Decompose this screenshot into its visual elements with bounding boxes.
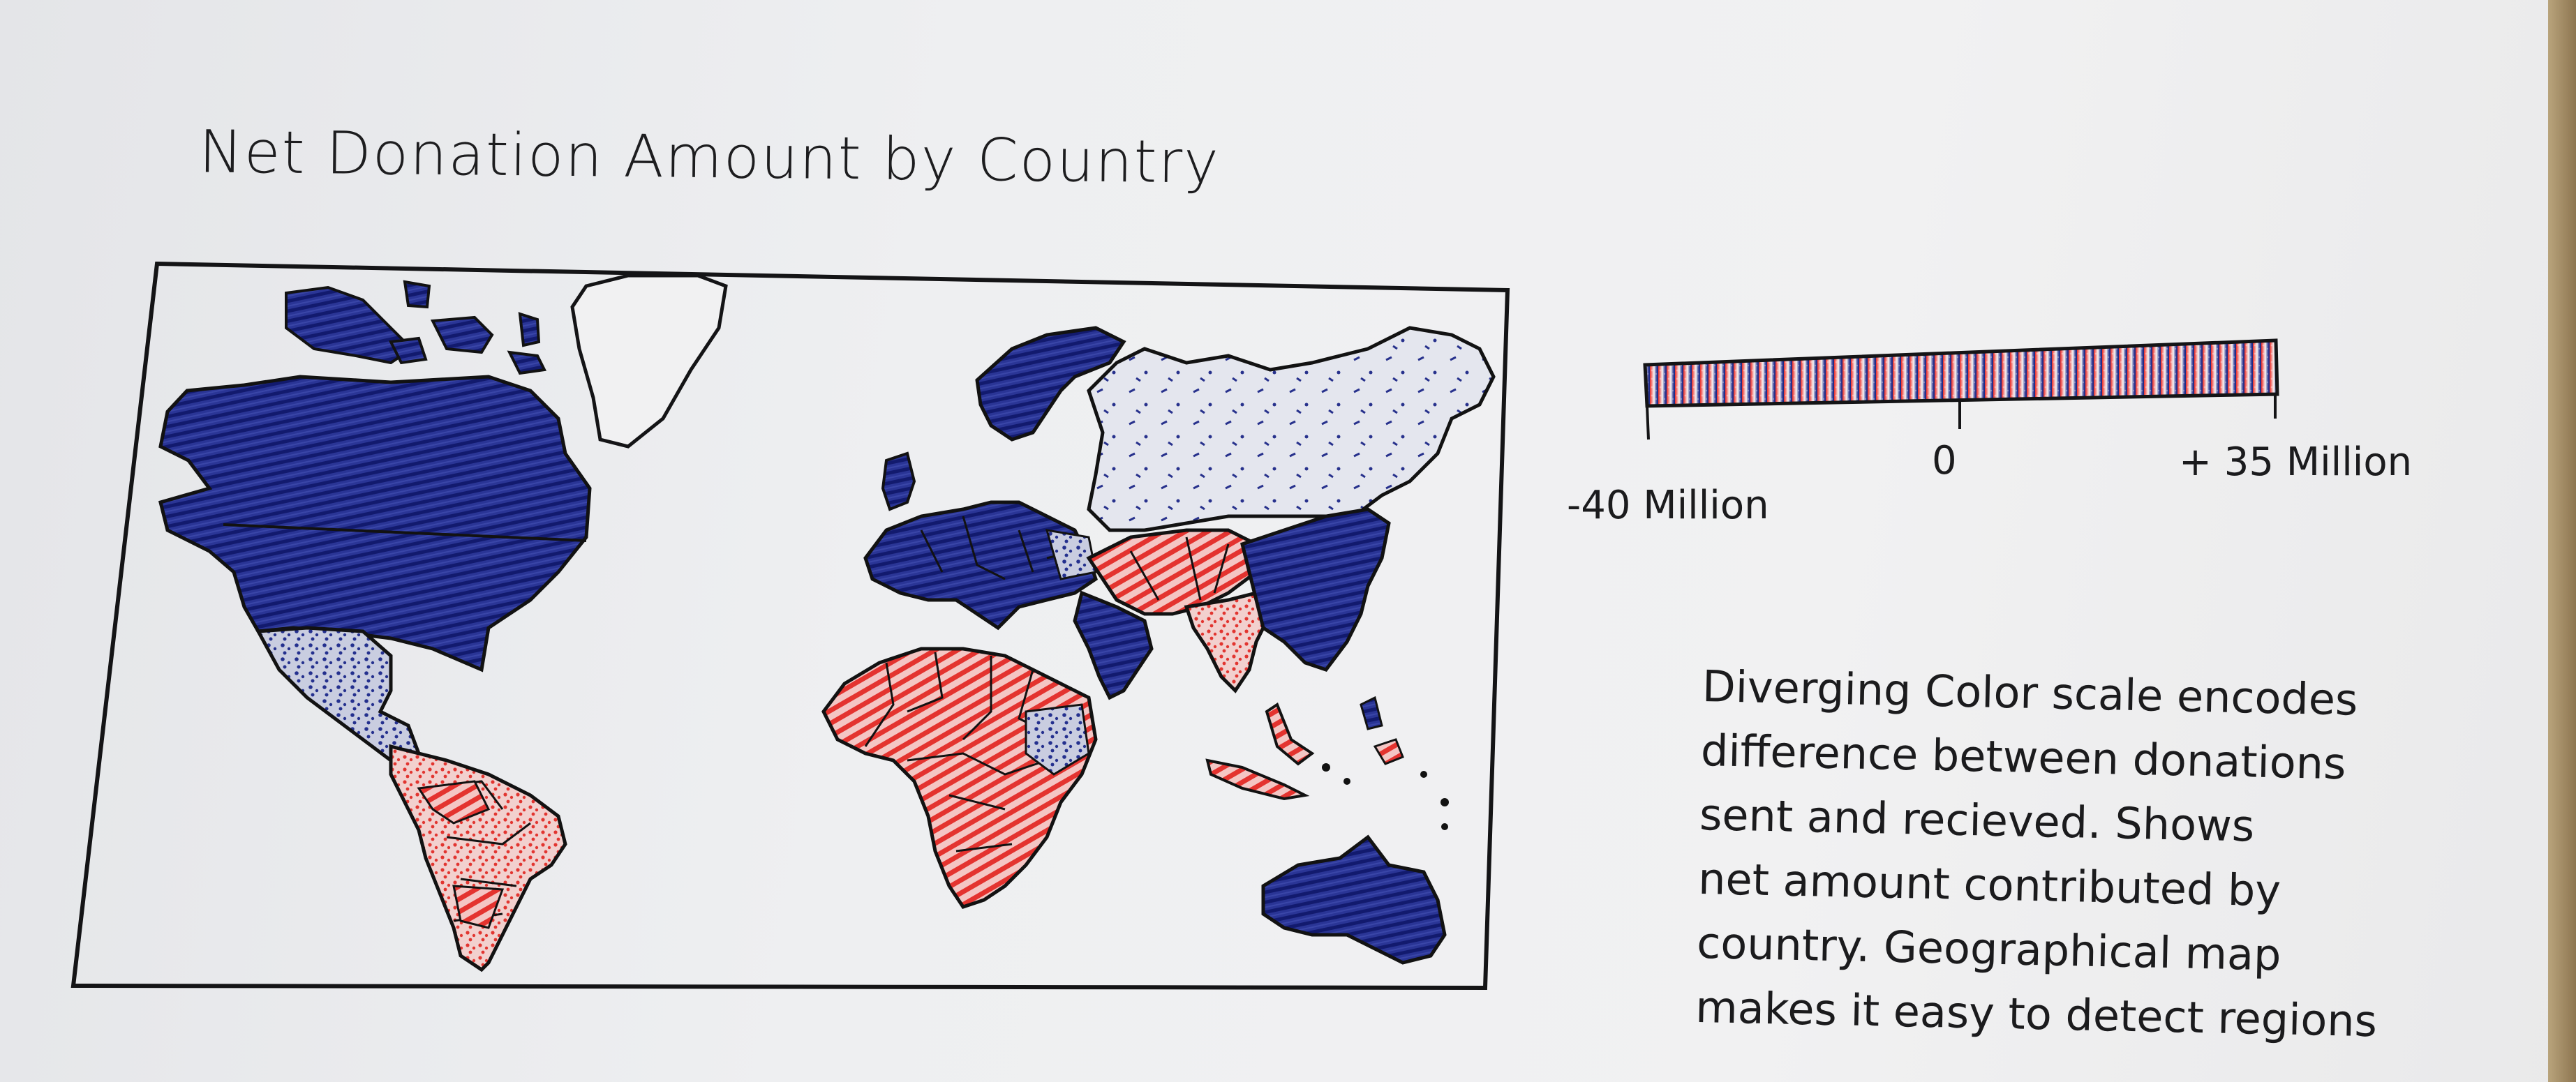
region-russia xyxy=(1087,326,1496,532)
region-europe xyxy=(863,500,1098,631)
legend-min-label: -40 Million xyxy=(1567,483,1769,528)
region-central-america xyxy=(255,626,422,762)
paper-edge xyxy=(2548,0,2576,1082)
region-scandinavia xyxy=(975,326,1126,442)
legend-max-label: + 35 Million xyxy=(2179,439,2413,485)
region-arctic-islands xyxy=(285,280,547,375)
legend xyxy=(1643,338,2279,440)
region-south-america xyxy=(389,744,567,972)
region-north-america xyxy=(158,375,592,673)
region-south-asia xyxy=(1184,591,1272,693)
region-middle-east xyxy=(1086,528,1258,616)
map-frame xyxy=(70,261,1510,991)
annotation-note: Diverging Color scale encodes difference… xyxy=(1695,654,2568,1058)
region-arabia xyxy=(1073,590,1154,700)
region-uk xyxy=(881,451,916,511)
region-australia xyxy=(1261,834,1447,965)
region-east-asia xyxy=(1240,507,1391,672)
legend-mid-label: 0 xyxy=(1932,438,1957,483)
region-southeast-asia xyxy=(1205,696,1449,830)
region-greenland xyxy=(570,273,728,449)
legend-tick-min xyxy=(1646,405,1650,440)
legend-color-bar xyxy=(1643,338,2279,408)
region-africa xyxy=(821,647,1098,909)
